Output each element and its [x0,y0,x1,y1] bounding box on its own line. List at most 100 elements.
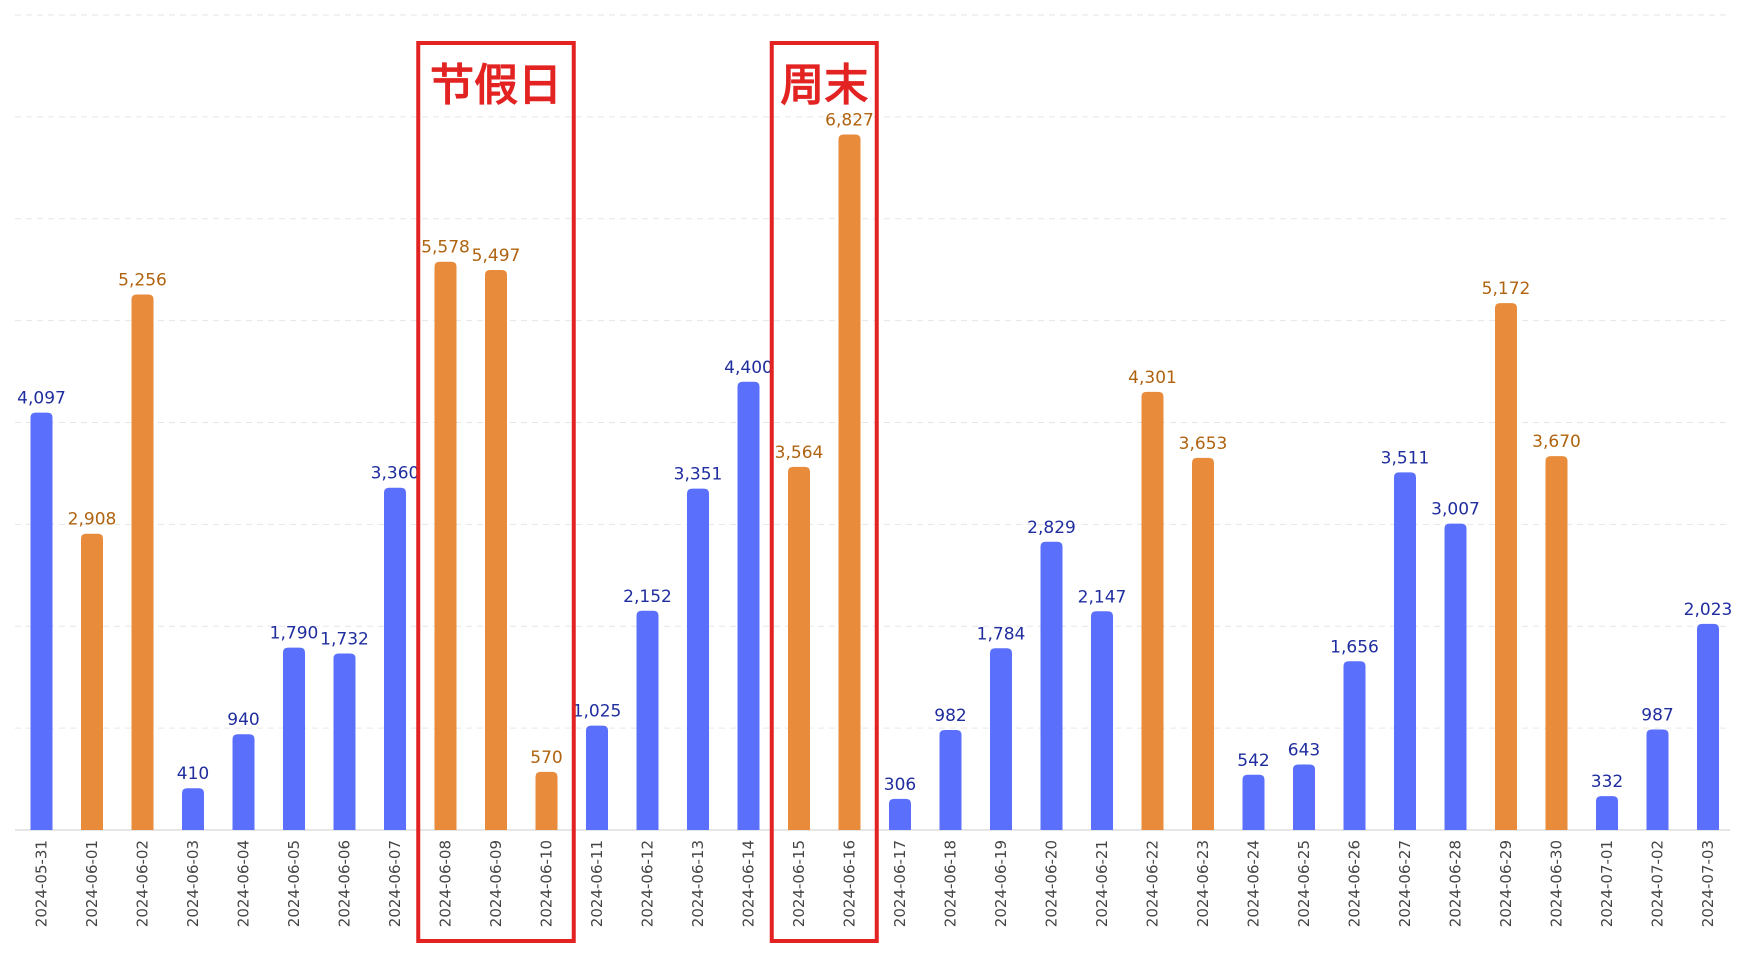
x-tick-label: 2024-06-12 [639,840,657,927]
x-tick-label: 2024-06-11 [588,840,606,927]
x-tick-label: 2024-06-08 [437,840,455,927]
bar-value-label: 1,790 [270,624,319,644]
bar [1697,623,1719,830]
bar-value-label: 3,670 [1532,432,1581,452]
x-tick-label: 2024-05-31 [33,840,51,927]
bar [131,294,154,830]
x-tick-label: 2024-06-29 [1497,840,1515,927]
x-tick-label: 2024-06-21 [1093,840,1111,927]
bar-value-label: 3,653 [1179,434,1228,454]
bar-value-label: 3,351 [674,465,723,485]
x-tick-label: 2024-06-25 [1295,840,1313,927]
bar [1596,796,1618,830]
x-tick-label: 2024-06-23 [1194,840,1212,927]
highlight-annotations: 节假日 周末 [416,41,879,943]
bar-value-label: 1,784 [977,624,1026,644]
x-tick-label: 2024-06-01 [83,840,101,927]
bar [1545,456,1568,830]
bar-value-label: 6,827 [825,110,874,130]
x-tick-label: 2024-06-30 [1548,840,1566,927]
bar-value-label: 2,023 [1684,600,1733,620]
bar-value-label: 306 [884,775,916,795]
highlight-box [416,41,576,943]
bar-value-label: 3,007 [1431,500,1480,520]
x-tick-label: 2024-06-20 [1043,840,1061,927]
bar-value-label: 5,172 [1482,279,1531,299]
bar [1040,541,1063,830]
bar [535,771,558,830]
bar [737,381,760,830]
bar-value-label: 2,147 [1078,587,1127,607]
bar-value-labels: 4,097 2,908 5,256 410 940 1,790 1,732 3,360 5,57… [17,110,1732,794]
bar-value-label: 5,497 [472,246,521,266]
bar-value-label: 987 [1641,705,1673,725]
bar-value-label: 2,829 [1027,518,1076,538]
x-tick-label: 2024-06-04 [235,840,253,927]
bar [1646,729,1669,830]
bars [30,134,1719,831]
bar [283,647,305,830]
x-tick-label: 2024-06-15 [790,840,808,927]
bar-value-label: 5,256 [118,271,167,291]
x-tick-label: 2024-06-09 [487,840,505,927]
bar-value-label: 982 [934,706,966,726]
bar [232,734,255,830]
bar-value-label: 5,578 [421,238,470,258]
bar-value-label: 4,301 [1128,368,1177,388]
bar [586,725,608,830]
bar-value-label: 570 [530,748,562,768]
x-tick-label: 2024-06-19 [992,840,1010,927]
bar [788,466,810,830]
bar [1141,391,1164,830]
bar-value-label: 1,656 [1330,637,1379,657]
bar-value-label: 2,908 [68,510,117,530]
x-tick-label: 2024-06-02 [134,840,152,927]
highlight-box [769,41,879,943]
bar [1242,774,1265,830]
bar-value-label: 3,511 [1381,448,1430,468]
bar [384,487,406,830]
bar [1293,764,1315,830]
x-tick-label: 2024-06-05 [285,840,303,927]
bar-value-label: 643 [1288,740,1320,760]
bar [485,269,507,830]
x-tick-label: 2024-06-24 [1245,840,1263,927]
x-tick-label: 2024-06-10 [538,840,556,927]
x-tick-label: 2024-07-03 [1699,840,1717,927]
bar [1444,523,1467,830]
bar [434,261,457,831]
highlight-label: 周末 [780,60,868,111]
bar [889,798,911,830]
bar-value-label: 410 [177,764,209,784]
bar-value-label: 332 [1591,772,1623,792]
x-tick-label: 2024-06-26 [1346,840,1364,927]
bar [1192,457,1214,830]
bar [838,134,861,830]
bar [687,488,709,830]
bar-value-label: 1,025 [573,702,622,722]
x-tick-label: 2024-06-07 [386,840,404,927]
x-axis-tick-labels: 2024-05-31 2024-06-01 2024-06-02 2024-06-03… [33,840,1718,927]
highlight-label: 节假日 [430,60,562,111]
x-tick-label: 2024-06-06 [336,840,354,927]
x-tick-label: 2024-06-03 [184,840,202,927]
bar [939,729,962,830]
x-tick-label: 2024-06-16 [841,840,859,927]
x-tick-label: 2024-06-18 [942,840,960,927]
bar [1343,661,1366,830]
bar [81,533,103,830]
bar-value-label: 940 [227,710,259,730]
bar-value-label: 542 [1237,751,1269,771]
x-tick-label: 2024-07-01 [1598,840,1616,927]
bar [182,788,204,830]
x-tick-label: 2024-06-27 [1396,840,1414,927]
bar-value-label: 4,097 [17,389,66,409]
bar [1091,611,1113,830]
bar [1495,303,1517,830]
bar-value-label: 1,732 [320,630,369,650]
bar-value-label: 2,152 [623,587,672,607]
bar-value-label: 3,564 [775,443,824,463]
x-tick-label: 2024-06-14 [740,840,758,927]
